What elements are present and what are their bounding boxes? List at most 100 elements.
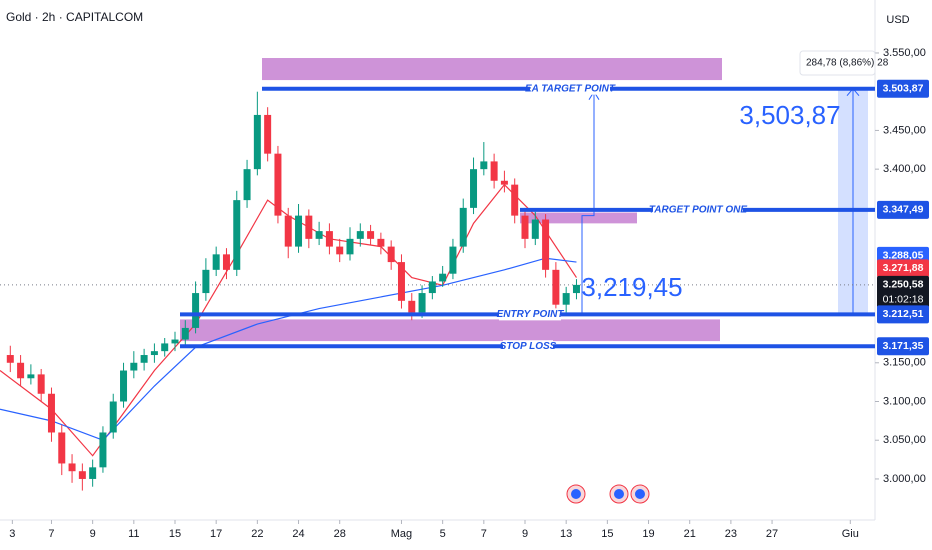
candle-body — [500, 180, 508, 185]
x-tick-label: 7 — [481, 528, 487, 540]
x-tick-label: 24 — [292, 528, 304, 540]
candle-body — [408, 300, 416, 313]
candle-body — [552, 269, 560, 305]
candle-body — [140, 355, 148, 363]
candle-body — [470, 169, 478, 208]
candle-body — [480, 161, 488, 170]
candle-body — [418, 293, 426, 313]
zone — [180, 319, 720, 342]
y-tick-label: 3.150,00 — [883, 357, 926, 369]
candle-body — [490, 161, 498, 181]
level-label-bg — [530, 82, 610, 95]
candle-body — [109, 401, 117, 433]
candle-body — [130, 362, 138, 371]
candle-body — [284, 215, 292, 247]
level-label: STOP LOSS — [500, 341, 557, 352]
level-label-bg — [653, 203, 743, 216]
x-tick-label: 15 — [169, 528, 181, 540]
y-tick-label: 3.550,00 — [883, 47, 926, 59]
candle-body — [37, 374, 45, 394]
candle-body — [531, 219, 539, 239]
candle-body — [387, 246, 395, 263]
x-tick-label: 23 — [725, 528, 737, 540]
candle-body — [212, 254, 220, 270]
candle-body — [542, 219, 550, 270]
x-tick-label: 27 — [766, 528, 778, 540]
level-label-bg — [499, 308, 561, 321]
x-tick-label: 9 — [522, 528, 528, 540]
candle-body — [222, 254, 230, 270]
price-badge-label: 3.250,58 — [883, 279, 924, 291]
level-label-bg — [503, 340, 553, 353]
measure-label: 284,78 (8,86%) 28 — [806, 58, 889, 69]
candle-body — [161, 343, 169, 352]
candle-body — [192, 293, 200, 328]
candle-body — [264, 114, 272, 154]
event-icon-inner — [614, 489, 624, 499]
candle-body — [27, 374, 35, 379]
price-badge — [877, 305, 929, 324]
annotation: 3,503,87 — [739, 100, 840, 130]
y-tick-label: 3.050,00 — [883, 434, 926, 446]
x-tick-label: 7 — [48, 528, 54, 540]
candle-body — [274, 153, 282, 216]
candle-body — [305, 215, 313, 239]
level-label: EA TARGET POINT — [525, 83, 616, 94]
candle-body — [89, 467, 97, 479]
x-tick-label: Mag — [391, 528, 412, 540]
candle-body — [325, 231, 333, 247]
candle-body — [336, 246, 344, 255]
price-badge — [877, 79, 929, 98]
x-tick-label: 13 — [560, 528, 572, 540]
x-tick-label: Giu — [842, 528, 859, 540]
candle-body — [6, 355, 14, 363]
candle-body — [521, 215, 529, 239]
price-badge — [877, 200, 929, 219]
candle-body — [346, 238, 354, 255]
x-tick-label: 9 — [90, 528, 96, 540]
y-tick-label: 3.450,00 — [883, 124, 926, 136]
candle-body — [315, 231, 323, 239]
x-tick-label: 19 — [642, 528, 654, 540]
event-icon-inner — [635, 489, 645, 499]
y-tick-label: 3.100,00 — [883, 395, 926, 407]
x-tick-label: 15 — [601, 528, 613, 540]
zone — [262, 58, 722, 81]
x-tick-label: 11 — [128, 528, 139, 540]
candle-body — [439, 273, 447, 282]
price-badge-label: 3.171,35 — [883, 340, 924, 352]
price-badge — [877, 337, 929, 356]
candle-body — [377, 238, 385, 247]
measure-box — [799, 50, 876, 76]
x-tick-label: 5 — [440, 528, 446, 540]
candle-body — [572, 284, 580, 294]
candle-body — [243, 169, 251, 201]
arrow — [581, 91, 595, 315]
price-badge-label: 3.503,87 — [883, 82, 924, 94]
candle-body — [253, 114, 261, 170]
candle-body — [356, 231, 364, 239]
candle-body — [99, 432, 107, 468]
currency: USD — [886, 14, 909, 26]
level-label: ENTRY POINT — [497, 309, 565, 320]
candle-body — [17, 362, 25, 379]
candle-body — [58, 432, 66, 464]
candle-body — [120, 370, 128, 402]
symbol: Gold · 2h · CAPITALCOM — [6, 10, 143, 24]
price-badge-label: 3.347,49 — [883, 204, 924, 216]
candle-body — [233, 200, 241, 270]
price-badge — [877, 259, 929, 278]
zone — [520, 212, 637, 224]
candle-body — [428, 281, 436, 294]
x-tick-label: 22 — [251, 528, 263, 540]
candle-body — [397, 262, 405, 301]
level-label: TARGET POINT ONE — [649, 204, 747, 215]
x-tick-label: 21 — [684, 528, 696, 540]
candle-body — [171, 339, 179, 344]
x-tick-label: 28 — [334, 528, 346, 540]
candle-body — [449, 246, 457, 274]
price-badge-label: 3.288,05 — [883, 250, 924, 262]
countdown: 01:02:18 — [883, 294, 924, 306]
candle-body — [181, 327, 189, 340]
